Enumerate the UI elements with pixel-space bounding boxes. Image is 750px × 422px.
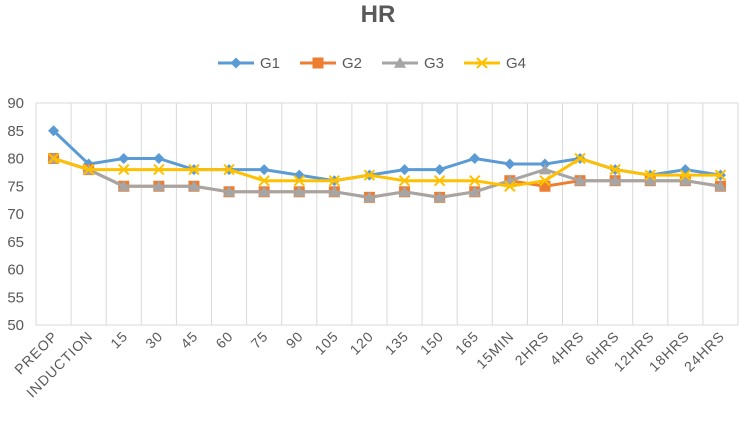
y-tick-label: 50 — [7, 317, 24, 334]
x-tick-label: 150 — [417, 328, 447, 358]
data-point — [153, 163, 165, 176]
data-point — [258, 164, 270, 176]
data-point — [293, 185, 306, 197]
data-point — [538, 163, 551, 175]
legend-marker — [230, 57, 242, 69]
data-point — [433, 191, 446, 203]
y-tick-label: 55 — [7, 289, 24, 306]
x-tick-label: 75 — [248, 328, 272, 352]
data-point — [293, 169, 305, 181]
data-point — [469, 174, 481, 187]
legend-marker — [312, 57, 324, 69]
data-point — [363, 191, 376, 203]
data-point — [118, 153, 130, 164]
legend-item-g4: G4 — [464, 55, 526, 72]
data-point — [48, 125, 60, 137]
data-point — [363, 169, 376, 181]
x-tick-label: 60 — [212, 328, 236, 352]
legend-label: G3 — [424, 55, 444, 72]
series-g4 — [47, 152, 727, 192]
x-tick-label: 2HRS — [512, 328, 553, 369]
chart-title: HR — [361, 1, 396, 28]
x-tick-label: 15MIN — [473, 328, 517, 372]
series-line — [53, 157, 721, 188]
legend-label: G1 — [260, 55, 280, 72]
data-point — [434, 164, 446, 176]
legend-marker — [394, 57, 406, 68]
series-group — [47, 125, 727, 203]
data-point — [117, 180, 130, 192]
data-point — [398, 185, 411, 197]
data-point — [504, 180, 516, 192]
y-tick-label: 65 — [7, 234, 24, 251]
data-point — [153, 153, 165, 164]
data-point — [574, 152, 586, 165]
x-tick-label: 45 — [177, 328, 201, 352]
legend-label: G4 — [506, 55, 526, 72]
data-point — [469, 153, 481, 164]
data-point — [539, 180, 551, 192]
data-point — [714, 180, 727, 192]
data-point — [82, 163, 95, 176]
data-point — [258, 174, 270, 187]
y-tick-label: 90 — [7, 95, 24, 112]
data-point — [399, 164, 411, 176]
data-point — [504, 158, 516, 170]
data-point — [188, 163, 200, 176]
series-line — [53, 157, 721, 199]
data-point — [714, 169, 727, 181]
x-tick-label: 135 — [382, 328, 412, 358]
x-tick-label: 165 — [452, 328, 482, 358]
data-point — [152, 180, 165, 192]
data-point — [679, 169, 692, 181]
y-tick-label: 85 — [7, 123, 24, 140]
legend-marker — [476, 57, 488, 69]
legend: G1 G2 G3 G4 — [218, 55, 526, 72]
data-point — [433, 174, 446, 187]
data-point — [398, 174, 411, 187]
x-tick-label: 90 — [283, 328, 307, 352]
data-point — [644, 169, 656, 181]
data-point — [328, 185, 341, 197]
data-point — [679, 164, 691, 176]
x-tick-label: 30 — [142, 328, 166, 352]
gridlines — [35, 102, 739, 326]
data-point — [223, 163, 235, 176]
data-point — [187, 180, 200, 192]
y-tick-label: 60 — [7, 262, 24, 279]
data-point — [293, 174, 305, 187]
data-point — [258, 185, 271, 197]
y-tick-label: 80 — [7, 151, 24, 168]
legend-item-g2: G2 — [300, 55, 362, 72]
y-tick-label: 75 — [7, 178, 24, 195]
x-tick-label: 4HRS — [547, 328, 588, 369]
data-point — [539, 174, 551, 187]
y-tick-label: 70 — [7, 206, 24, 223]
x-tick-label: 105 — [312, 328, 342, 358]
data-point — [679, 174, 692, 186]
data-point — [644, 174, 657, 186]
x-tick-label: 120 — [347, 328, 377, 358]
legend-item-g3: G3 — [382, 55, 444, 72]
x-tick-label: 15 — [107, 328, 131, 352]
data-point — [609, 174, 622, 186]
data-point — [609, 163, 621, 176]
data-point — [223, 185, 236, 197]
data-point — [328, 174, 341, 187]
data-point — [118, 163, 130, 176]
y-axis: 50 55 60 65 70 75 80 85 90 — [7, 95, 24, 334]
data-point — [47, 152, 60, 165]
legend-item-g1: G1 — [218, 55, 280, 72]
data-point — [574, 174, 587, 186]
data-point — [468, 185, 481, 197]
legend-label: G2 — [342, 55, 362, 72]
